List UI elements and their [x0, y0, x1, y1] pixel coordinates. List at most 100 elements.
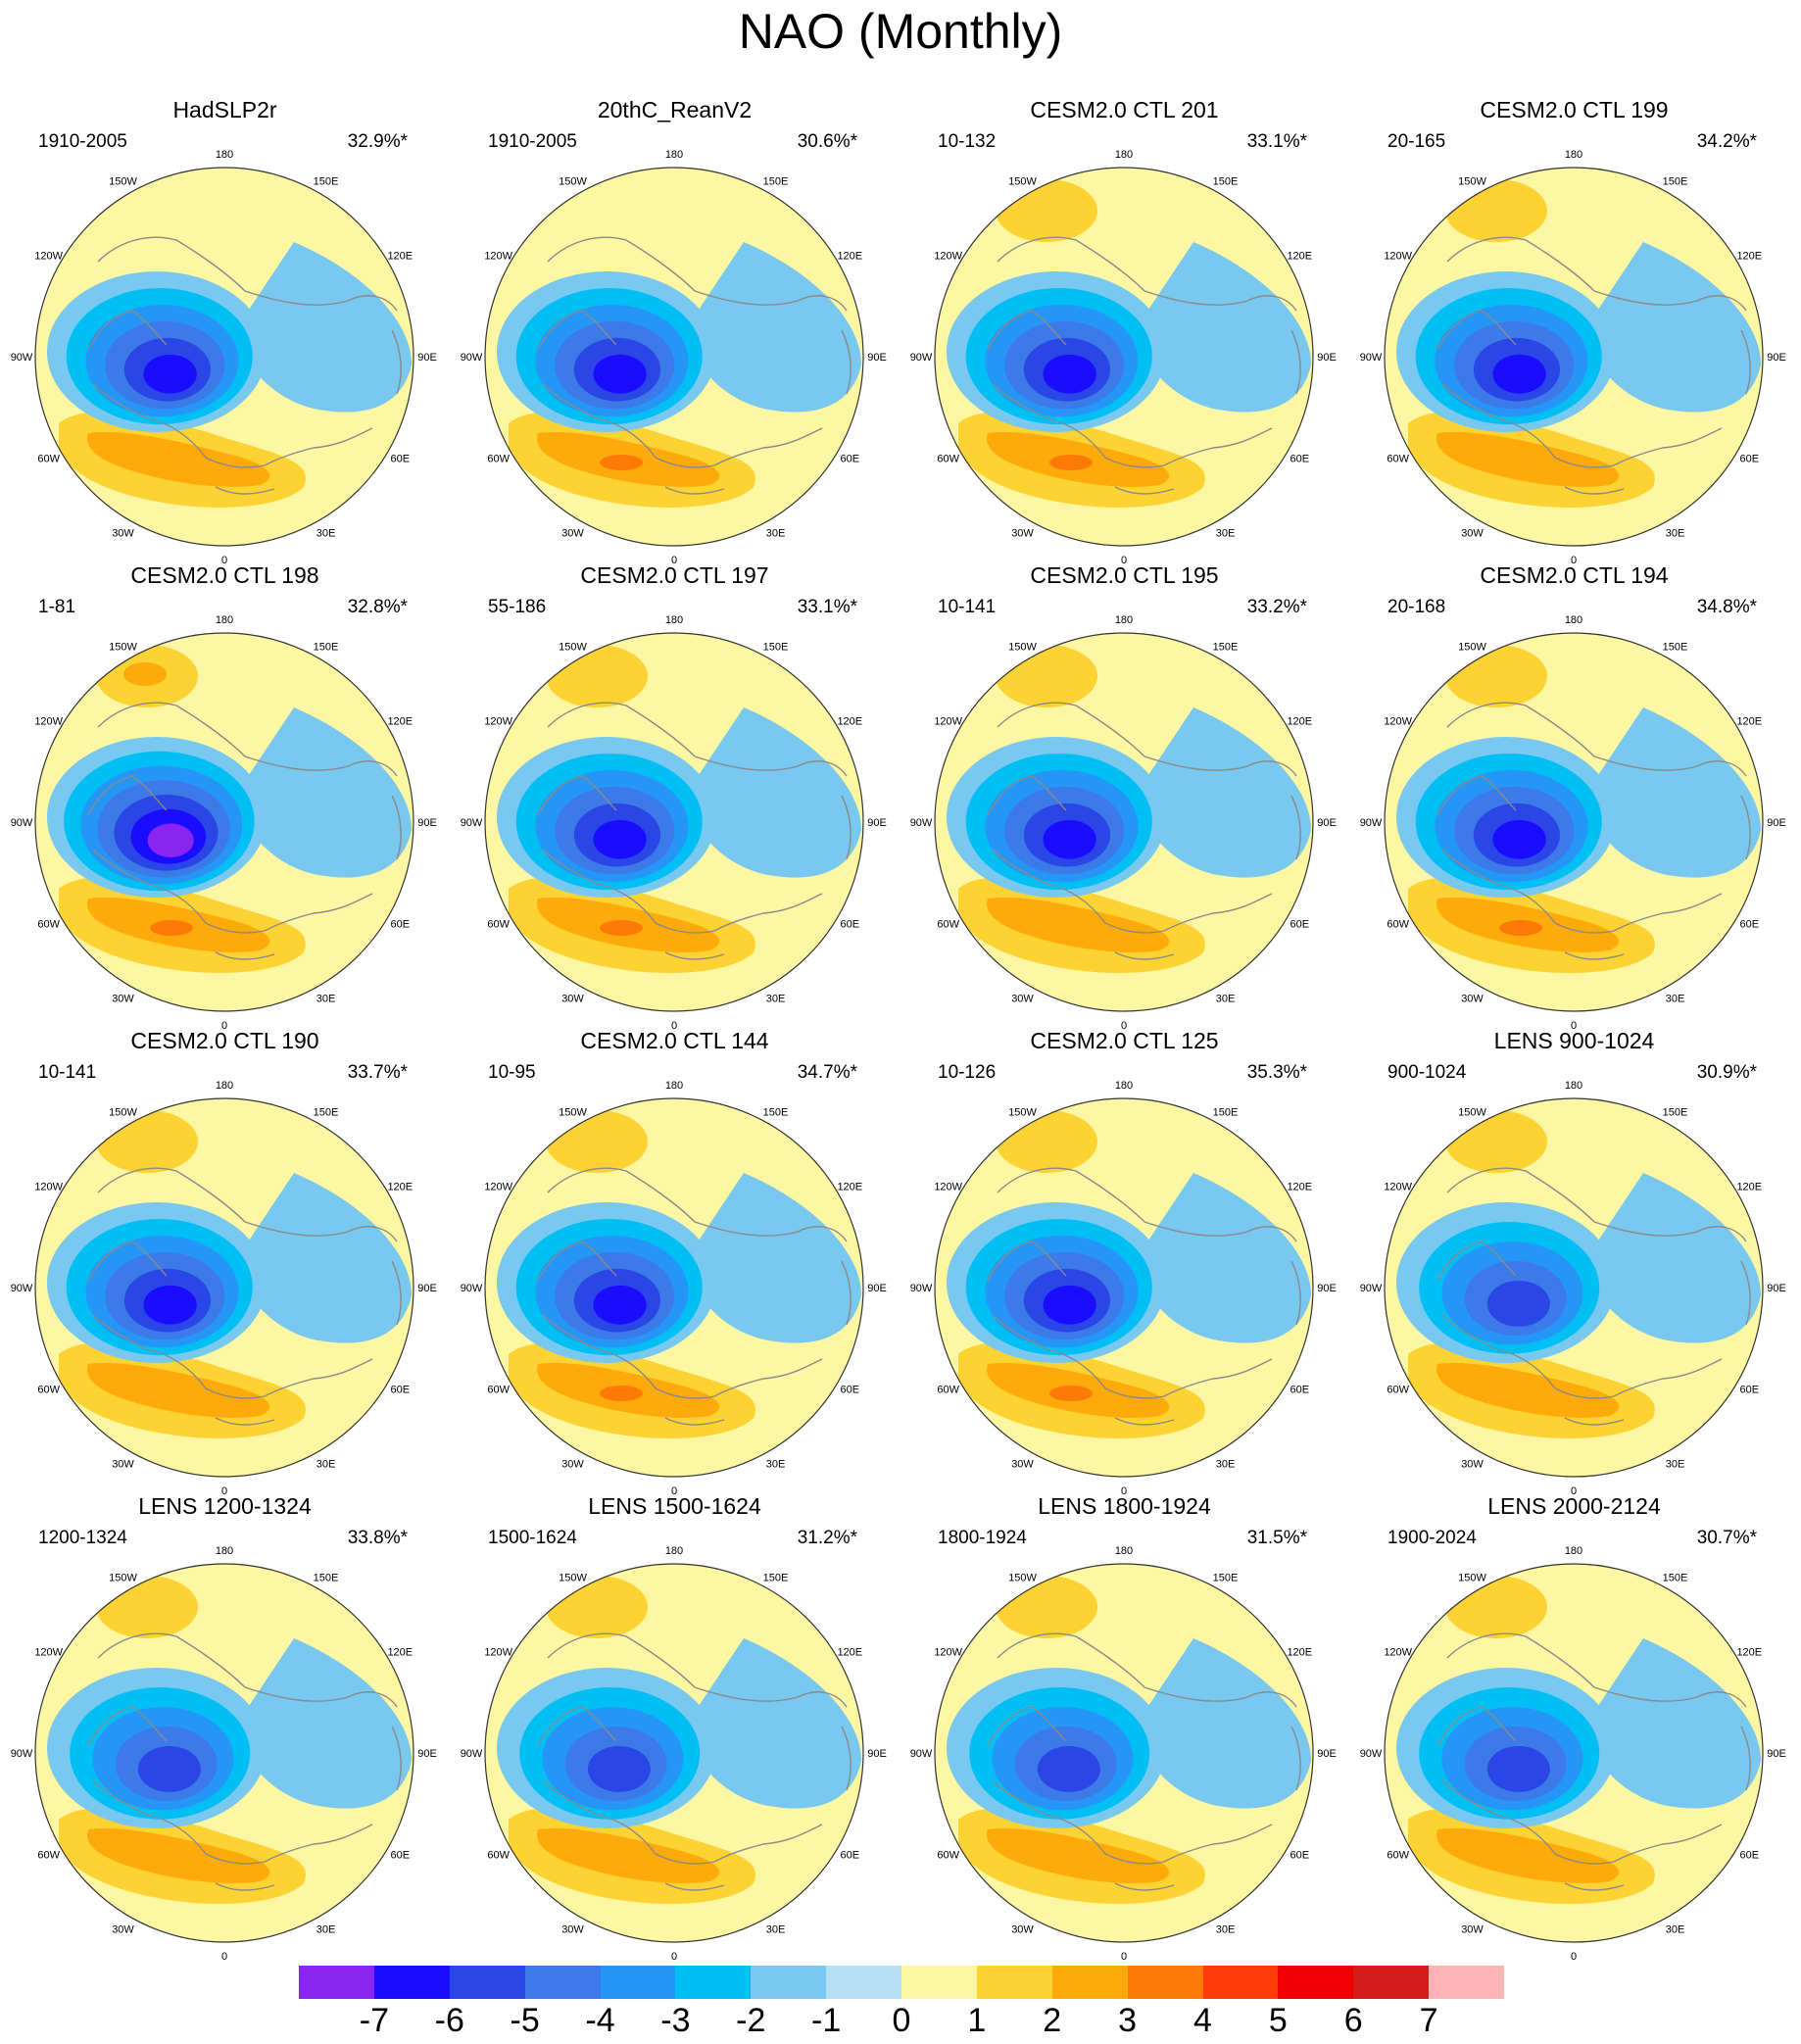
longitude-label: 90W [11, 1748, 33, 1760]
coastline [694, 290, 848, 312]
panel-title: CESM2.0 CTL 194 [1480, 562, 1669, 588]
coastline [1163, 893, 1273, 932]
coastline [92, 383, 148, 419]
longitude-label: 60E [391, 454, 411, 465]
longitude-label: 120W [34, 1647, 63, 1659]
longitude-label: 30E [1216, 1923, 1236, 1935]
colorbar-swatch [1429, 1966, 1504, 1999]
coastline [97, 236, 246, 292]
coastline [1564, 1882, 1625, 1891]
coastline [1163, 427, 1273, 466]
panel-title: CESM2.0 CTL 198 [130, 562, 319, 588]
longitude-label: 150E [1213, 1573, 1239, 1584]
longitude-label: 120E [837, 1182, 862, 1193]
colorbar-swatch [675, 1966, 752, 1999]
longitude-label: 0 [221, 1020, 227, 1032]
longitude-label: 90E [1767, 352, 1786, 364]
colorbar-tick-label: -7 [359, 2002, 389, 2039]
map-outline [34, 1097, 414, 1478]
coastline [547, 702, 696, 757]
map-outline [934, 1097, 1314, 1478]
longitude-label: 120E [1736, 1647, 1762, 1659]
colorbar-tick-label: -6 [434, 2002, 464, 2039]
longitude-label: 90E [417, 1748, 437, 1760]
longitude-label: 120E [387, 1647, 413, 1659]
coastline [1495, 417, 1615, 468]
coastline [87, 1706, 168, 1747]
longitude-label: 120E [837, 716, 862, 728]
colorbar-swatch [1051, 1966, 1128, 1999]
longitude-label: 30W [561, 1458, 584, 1470]
longitude-label: 150W [109, 1573, 137, 1584]
polar-map: 180 150E 120E 90E 60E 30E 0 30W 60W 90W 120W 150W [1360, 1080, 1786, 1497]
longitude-label: 150E [1213, 1107, 1239, 1119]
map-outline [484, 632, 864, 1012]
negative-anomaly-tongue [685, 1173, 861, 1343]
panel-variance-percent: 34.7%* [797, 1062, 857, 1083]
map-panel: LENS 900-1024 900-1024 30.9%* 180 150E 120E 90… [1349, 1026, 1799, 1497]
longitude-label: 30W [1461, 1458, 1484, 1470]
coastline [391, 795, 402, 860]
longitude-label: 180 [665, 1545, 683, 1557]
panel-variance-percent: 32.9%* [347, 131, 408, 152]
longitude-label: 60W [937, 454, 959, 465]
colorbar-swatch [449, 1966, 525, 1999]
negative-anomaly-tongue [1584, 1638, 1761, 1809]
coastline [1740, 329, 1751, 395]
colorbar-tick-label: 7 [1419, 2002, 1438, 2039]
coastline [146, 1348, 266, 1399]
longitude-label: 90E [1317, 352, 1337, 364]
coastline [1495, 1348, 1615, 1399]
longitude-label: 150W [109, 176, 137, 188]
coastline [1144, 755, 1297, 777]
negative-anomaly-tongue [235, 707, 412, 878]
coastline [1740, 1726, 1751, 1791]
coastline [97, 702, 246, 757]
longitude-label: 60E [1290, 919, 1310, 931]
coastline [1144, 290, 1297, 312]
coastline [664, 1882, 725, 1891]
map-outline [484, 167, 864, 547]
atlantic-high-inner [1436, 1363, 1620, 1418]
colorbar-swatch [1278, 1966, 1354, 1999]
polar-map: 180 150E 120E 90E 60E 30E 0 30W 60W 90W 120W 150W [910, 614, 1337, 1032]
coastline [1046, 1814, 1165, 1865]
longitude-label: 150W [1008, 1573, 1037, 1584]
map-panel: LENS 1200-1324 1200-1324 33.8%* 180 150E 120E… [0, 1491, 450, 1963]
panel-title: LENS 2000-2124 [1487, 1493, 1661, 1519]
negative-anomaly-tongue [235, 1638, 412, 1809]
longitude-label: 150E [314, 176, 339, 188]
coastline [1046, 417, 1165, 468]
map-outline [1384, 632, 1764, 1012]
longitude-label: 120W [934, 716, 962, 728]
atlantic-high-inner [1436, 432, 1620, 487]
longitude-label: 30E [316, 1458, 336, 1470]
colorbar-tick-label: 0 [892, 2002, 911, 2039]
longitude-label: 180 [1565, 1545, 1582, 1557]
coastline [542, 1779, 598, 1816]
longitude-label: 30E [766, 1458, 786, 1470]
colorbar-tick-label: -4 [585, 2002, 615, 2039]
polar-map: 180 150E 120E 90E 60E 30E 0 30W 60W 90W 120W 150W [910, 1080, 1337, 1497]
atlantic-high-inner [537, 1828, 720, 1883]
map-outline [1384, 167, 1764, 547]
map-outline [484, 1097, 864, 1478]
longitude-label: 120E [1287, 1647, 1312, 1659]
longitude-label: 90E [417, 1283, 437, 1294]
panel-title: CESM2.0 CTL 197 [580, 562, 769, 588]
atlantic-high-core [600, 455, 643, 470]
colorbar-tick-label: 3 [1118, 2002, 1138, 2039]
pacific-high-contour [996, 645, 1097, 707]
coastline [713, 1824, 823, 1863]
polar-map: 180 150E 120E 90E 60E 30E 0 30W 60W 90W 120W 150W [1360, 149, 1786, 566]
coastline [1613, 1824, 1723, 1863]
arctic-low-contour [1492, 354, 1546, 394]
coastline [264, 893, 373, 932]
longitude-label: 150E [1663, 1107, 1688, 1119]
panel-variance-percent: 30.9%* [1696, 1062, 1757, 1083]
coastline [391, 1726, 402, 1791]
atlantic-high-inner [1436, 1828, 1620, 1883]
coastline [1114, 951, 1175, 960]
longitude-label: 120E [1736, 1182, 1762, 1193]
longitude-label: 0 [221, 555, 227, 566]
